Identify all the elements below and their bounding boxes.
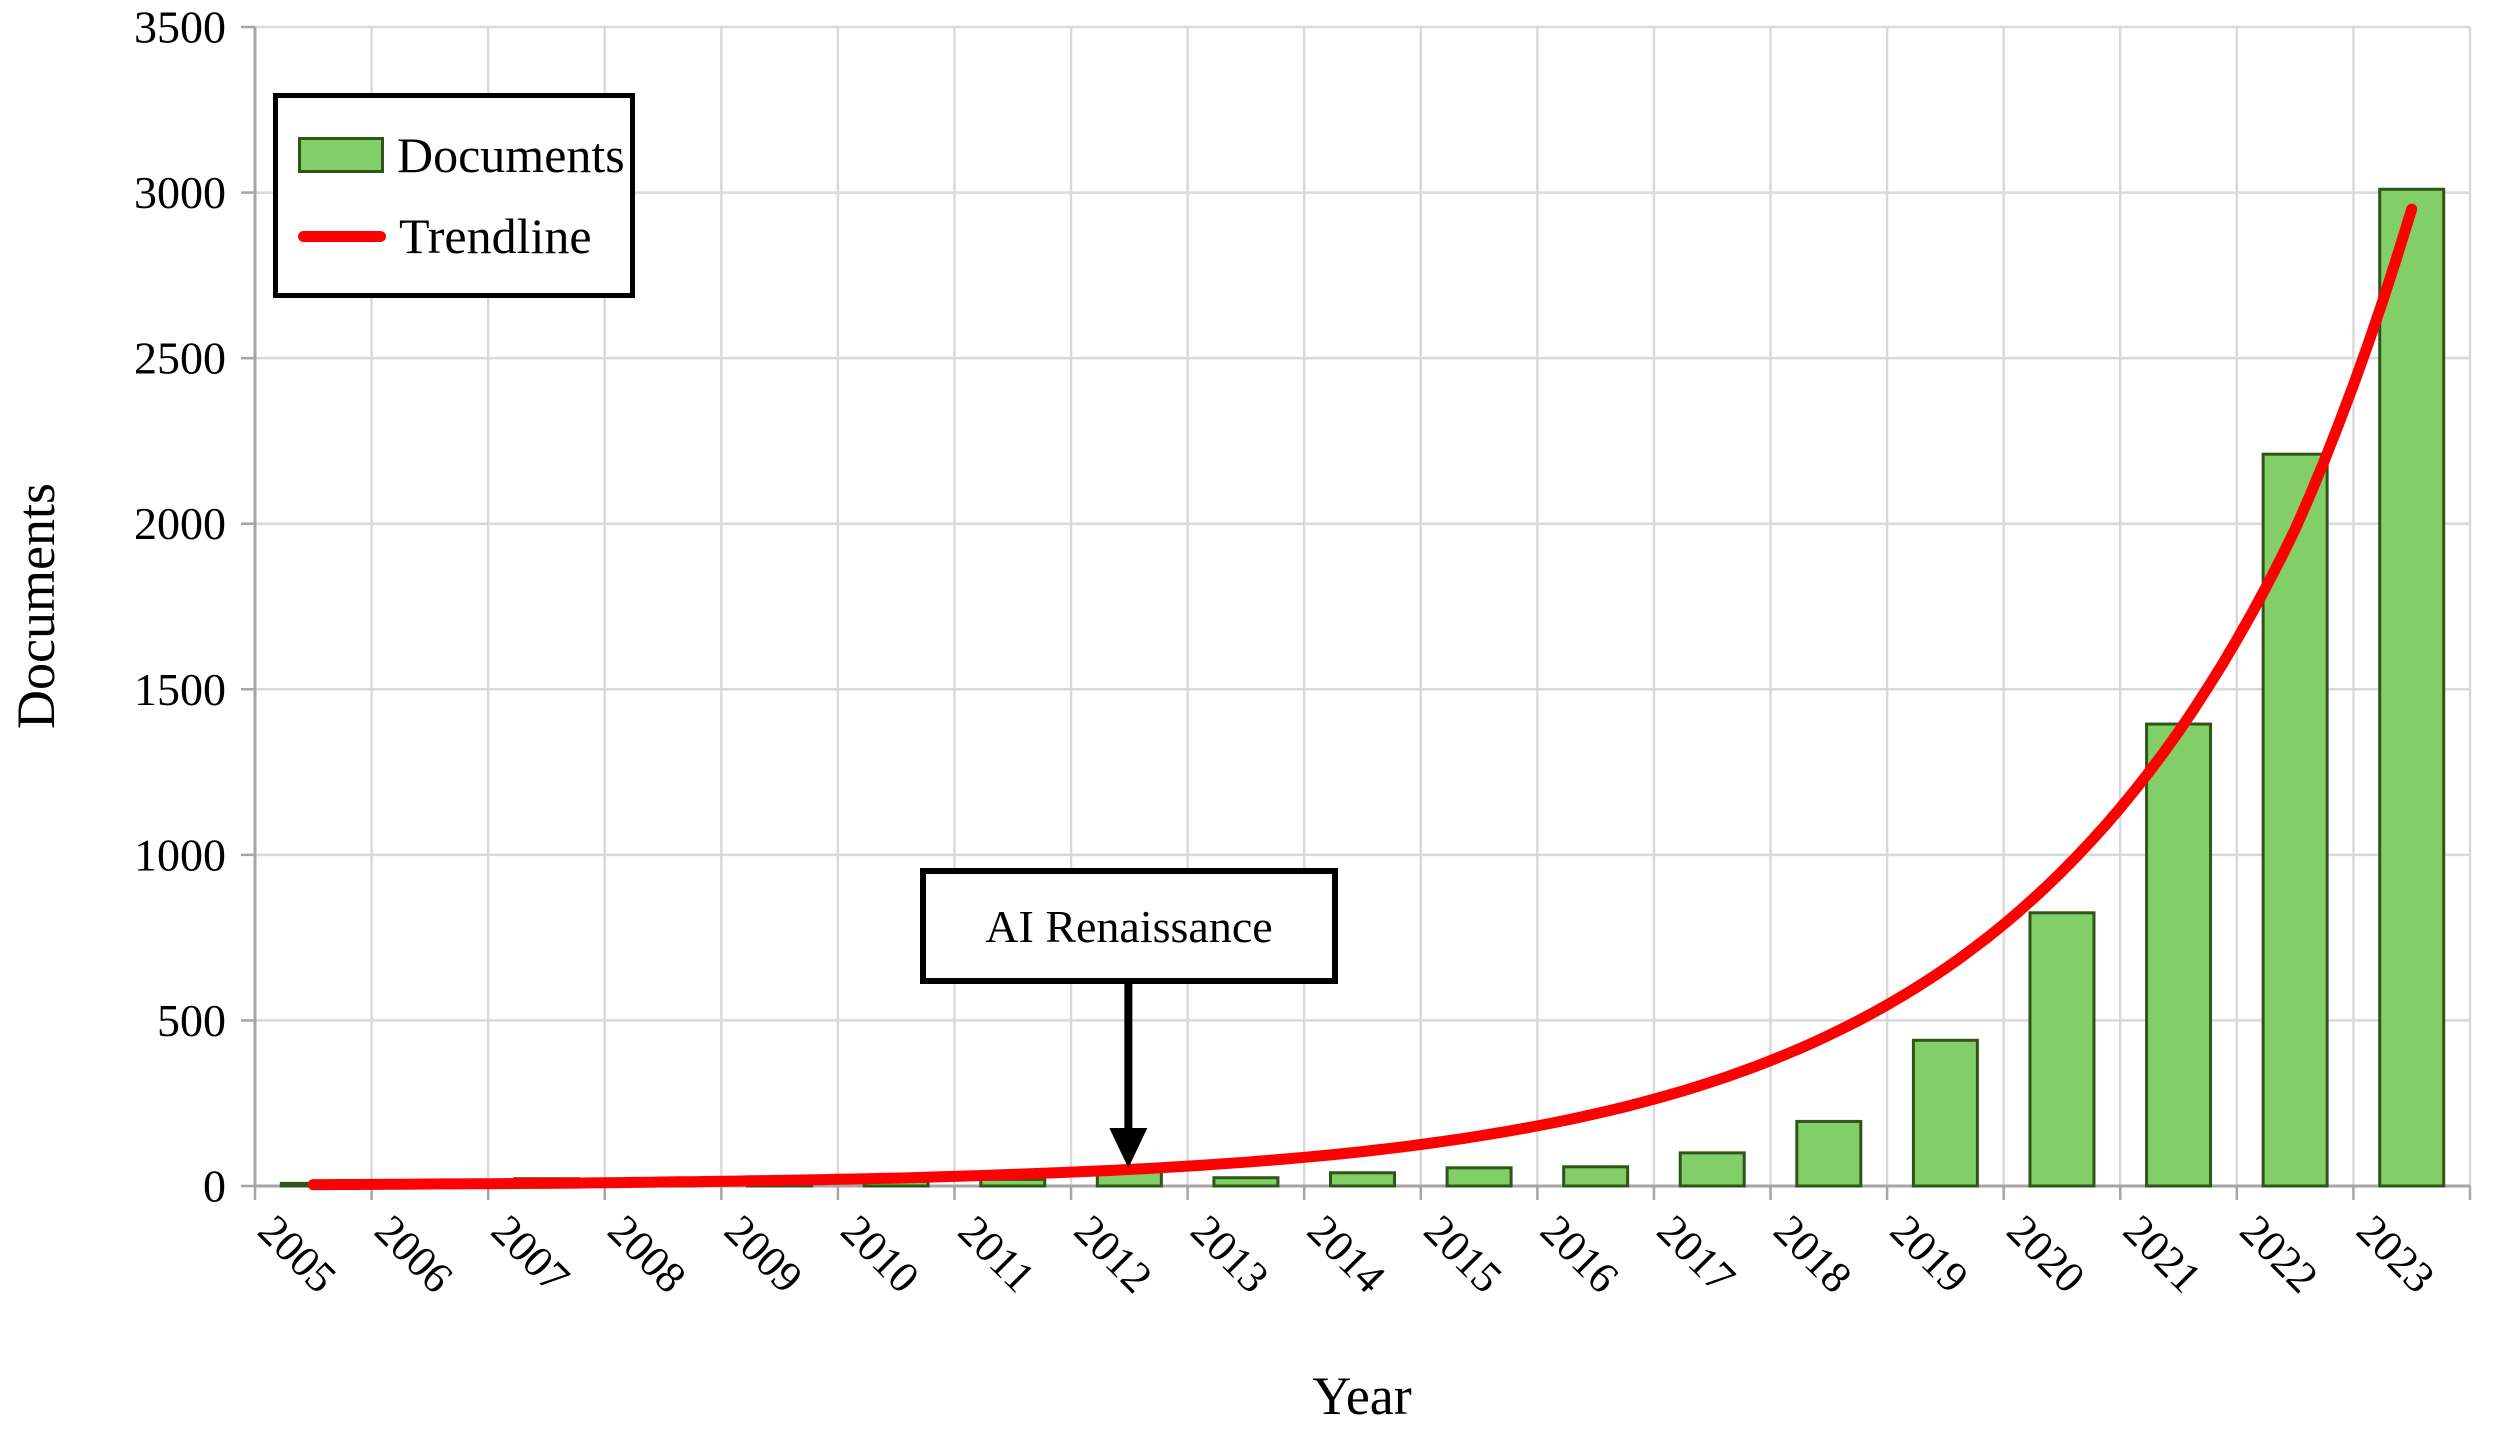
y-axis-title: Documents [6, 483, 66, 729]
legend: Documents Trendline [273, 93, 635, 298]
x-tick-label-2016: 2016 [1531, 1206, 1628, 1303]
x-tick-label-2017: 2017 [1648, 1206, 1745, 1303]
x-tick-label-2006: 2006 [365, 1206, 462, 1303]
x-tick-label-2010: 2010 [832, 1206, 929, 1303]
trendline-path [307, 203, 2418, 1191]
x-tick-label-2018: 2018 [1764, 1206, 1861, 1303]
x-tick-label-2008: 2008 [599, 1206, 696, 1303]
x-tick-label-2019: 2019 [1881, 1206, 1978, 1303]
y-tick-label-0: 0 [203, 1161, 226, 1212]
bar-2017 [1678, 1151, 1746, 1188]
legend-label-documents: Documents [397, 126, 625, 183]
y-tick-label-500: 500 [157, 995, 226, 1046]
bar-2023 [2378, 187, 2446, 1188]
documents-swatch-icon [298, 136, 384, 173]
y-tick-label-1500: 1500 [134, 664, 226, 715]
bar-2021 [2145, 722, 2213, 1188]
bar-2016 [1562, 1165, 1630, 1188]
x-tick-label-2011: 2011 [949, 1206, 1045, 1302]
annotation-arrow-icon [1109, 1128, 1148, 1168]
y-tick-label-1000: 1000 [134, 829, 226, 880]
y-tick-label-2000: 2000 [134, 498, 226, 549]
y-tick-label-3500: 3500 [134, 2, 226, 53]
bar-2019 [1911, 1038, 1979, 1188]
annotation-label: AI Renaissance [985, 900, 1273, 952]
x-tick-label-2012: 2012 [1065, 1206, 1162, 1303]
legend-item-documents: Documents [298, 130, 630, 180]
bar-2015 [1445, 1166, 1513, 1188]
x-axis-title: Year [1312, 1366, 1412, 1426]
x-tick-label-2014: 2014 [1298, 1206, 1395, 1303]
x-tick-label-2013: 2013 [1181, 1206, 1278, 1303]
annotation-box: AI Renaissance [920, 868, 1338, 984]
trendline-swatch-icon [298, 230, 386, 242]
y-tick-label-2500: 2500 [134, 333, 226, 384]
x-tick-label-2023: 2023 [2347, 1206, 2444, 1303]
x-tick-label-2007: 2007 [482, 1206, 579, 1303]
x-tick-label-2021: 2021 [2114, 1206, 2211, 1303]
x-tick-label-2005: 2005 [249, 1206, 346, 1303]
bar-2018 [1795, 1119, 1863, 1188]
legend-item-trendline: Trendline [298, 211, 630, 261]
x-tick-label-2015: 2015 [1415, 1206, 1512, 1303]
x-tick-label-2020: 2020 [1998, 1206, 2095, 1303]
bar-2022 [2261, 452, 2329, 1188]
bar-2014 [1329, 1171, 1396, 1188]
y-tick-label-3000: 3000 [134, 167, 226, 218]
bar-2020 [2028, 911, 2096, 1188]
x-tick-label-2022: 2022 [2231, 1206, 2328, 1303]
legend-label-trendline: Trendline [399, 208, 592, 265]
bar-2013 [1212, 1176, 1280, 1188]
x-tick-label-2009: 2009 [715, 1206, 812, 1303]
